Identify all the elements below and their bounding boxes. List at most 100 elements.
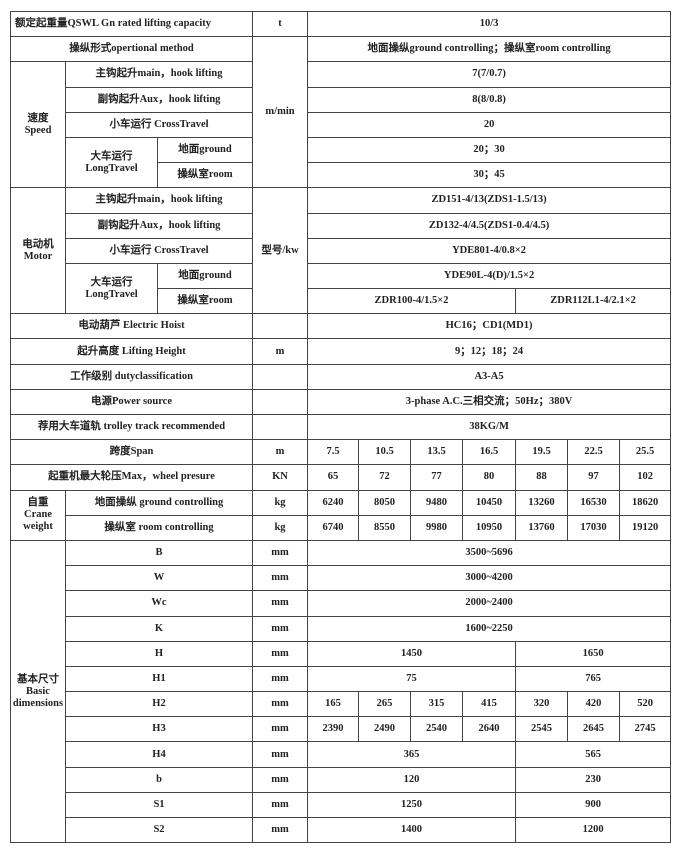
- value-cell: 77: [410, 464, 464, 491]
- label: S2: [64, 816, 254, 844]
- unit: mm: [252, 791, 309, 819]
- unit: mm: [252, 691, 309, 718]
- value: HC16；CD1(MD1): [307, 313, 672, 340]
- value: 30；45: [307, 162, 672, 189]
- row-dim-Wc: Wc mm 2000~2400: [11, 590, 672, 617]
- label: Wc: [64, 590, 254, 617]
- row-span: 跨度Span m 7.5 10.5 13.5 16.5 19.5 22.5 25.5: [9, 439, 672, 466]
- value-cell: 97: [567, 464, 621, 491]
- value-cell: 520: [619, 691, 672, 718]
- value-cell: 65: [307, 464, 360, 491]
- group-en1: Basic: [26, 685, 50, 697]
- unit: mm: [252, 590, 309, 617]
- unit: mm: [252, 766, 309, 793]
- row-weight-ground: 自重 Crane weight 地面操纵 ground controlling kg 62…: [10, 489, 672, 541]
- value-cell: 9480: [410, 489, 464, 516]
- row-speed-aux: 副钩起升Aux，hook lifting 8(8/0.8): [11, 86, 672, 113]
- value-cell: 88: [515, 464, 569, 491]
- label: 操纵形式opertional method: [9, 36, 254, 63]
- row-dim-H2: H2 mm 165 265 315 415 320 420 520: [11, 691, 672, 718]
- unit: mm: [252, 615, 309, 642]
- value-cell: 16.5: [462, 439, 517, 466]
- row-method: 操纵形式opertional method m/min 地面操纵ground con…: [9, 36, 672, 189]
- label: 电源Power source: [9, 388, 254, 416]
- value-cell: 16530: [567, 489, 621, 516]
- label: 副钩起升Aux，hook lifting: [64, 86, 254, 113]
- value-cell: 8550: [358, 514, 412, 541]
- label: H2: [64, 691, 254, 718]
- value: ZD151-4/13(ZDS1-1.5/13): [307, 187, 672, 214]
- row-power: 电源Power source 3-phase A.C.三相交流；50Hz；380V: [9, 388, 672, 416]
- row-height: 起升高度 Lifting Height m 9；12；18；24: [9, 338, 672, 365]
- value-cell: 22.5: [567, 439, 621, 466]
- unit: mm: [252, 741, 309, 768]
- unit: KN: [252, 464, 309, 491]
- row-motor-long-room: 操纵室room ZDR100-4/1.5×2 ZDR112L1-4/2.1×2: [11, 288, 672, 315]
- row-dim-b: b mm 120 230: [11, 766, 672, 793]
- label: H3: [64, 716, 254, 743]
- label: 副钩起升Aux，hook lifting: [64, 212, 254, 239]
- value-cell: 2745: [619, 716, 672, 743]
- label: H: [64, 640, 254, 667]
- label: 起重机最大轮压Max，wheel presure: [9, 464, 254, 491]
- group-weight: 自重 Crane weight: [10, 489, 66, 541]
- value-b: 900: [515, 791, 672, 819]
- unit: mm: [252, 640, 309, 667]
- label: 工作级别 dutyclassification: [9, 363, 254, 390]
- label-cn: 大车运行: [90, 276, 133, 288]
- value-a: 1250: [307, 791, 517, 819]
- row-dim-S2: S2 mm 1400 1200: [11, 816, 672, 844]
- row-motor-cross: 小车运行 CrossTravel YDE801-4/0.8×2: [11, 237, 672, 264]
- value: A3-A5: [307, 363, 672, 390]
- label: 跨度Span: [9, 439, 254, 466]
- group-en2: dimensions: [12, 697, 64, 709]
- value-cell: 6240: [307, 489, 360, 516]
- value-cell: 8050: [358, 489, 412, 516]
- label-long: 大车运行 LongTravel: [65, 136, 158, 189]
- value: 9；12；18；24: [307, 338, 672, 365]
- group-en1: Crane: [24, 509, 52, 521]
- value-b: 765: [515, 665, 672, 693]
- value-cell: 2545: [515, 716, 569, 743]
- label: 额定起重量QSWL Gn rated lifting capacity: [9, 10, 254, 38]
- label-en: LongTravel: [85, 288, 138, 300]
- value-cell: 19120: [619, 514, 672, 541]
- group-cn: 速度: [27, 112, 49, 124]
- label: 小车运行 CrossTravel: [64, 237, 254, 264]
- unit: mm: [252, 665, 309, 693]
- label-cn: 大车运行: [90, 150, 133, 162]
- group-cn: 自重: [27, 497, 49, 509]
- unit: t: [252, 10, 309, 38]
- unit: mm: [252, 816, 309, 844]
- label: 荐用大车道轨 trolley track recommended: [9, 413, 254, 441]
- value: 20: [307, 111, 672, 138]
- row-weight-room: 操纵室 room controlling kg 6740 8550 9980 10950 1…: [11, 514, 672, 541]
- value-a: 365: [307, 741, 517, 768]
- value: 地面操纵ground controlling；操纵室room controlli…: [307, 36, 672, 63]
- group-dimensions: 基本尺寸 Basic dimensions: [10, 539, 66, 844]
- unit: [252, 363, 309, 390]
- label: W: [64, 565, 254, 592]
- value-cell: 320: [515, 691, 569, 718]
- unit: [252, 313, 309, 340]
- row-speed-main: 速度 Speed 主钩起升main，hook lifting 7(7/0.7): [10, 61, 672, 189]
- label: 小车运行 CrossTravel: [64, 111, 254, 138]
- value-b: 565: [515, 741, 672, 768]
- value-cell: 18620: [619, 489, 672, 516]
- value: 38KG/M: [307, 413, 672, 441]
- value-cell: 2390: [307, 716, 360, 743]
- row-speed-cross: 小车运行 CrossTravel 20: [11, 111, 672, 138]
- unit: 型号/kw: [252, 187, 309, 315]
- value-a: 120: [307, 766, 517, 793]
- group-en: Motor: [23, 250, 53, 262]
- value: 3-phase A.C.三相交流；50Hz；380V: [307, 388, 672, 416]
- unit: kg: [252, 489, 309, 516]
- label: 起升高度 Lifting Height: [9, 338, 254, 365]
- row-duty: 工作级别 dutyclassification A3-A5: [9, 363, 672, 390]
- group-cn: 基本尺寸: [17, 673, 59, 685]
- row-speed-long-ground: 大车运行 LongTravel 地面ground 20；30: [11, 136, 672, 189]
- value: 3000~4200: [307, 565, 672, 592]
- row-motor-main: 电动机 Motor 主钩起升main，hook lifting 型号/kw ZD151-…: [10, 187, 672, 315]
- value-b: ZDR112L1-4/2.1×2: [515, 288, 672, 315]
